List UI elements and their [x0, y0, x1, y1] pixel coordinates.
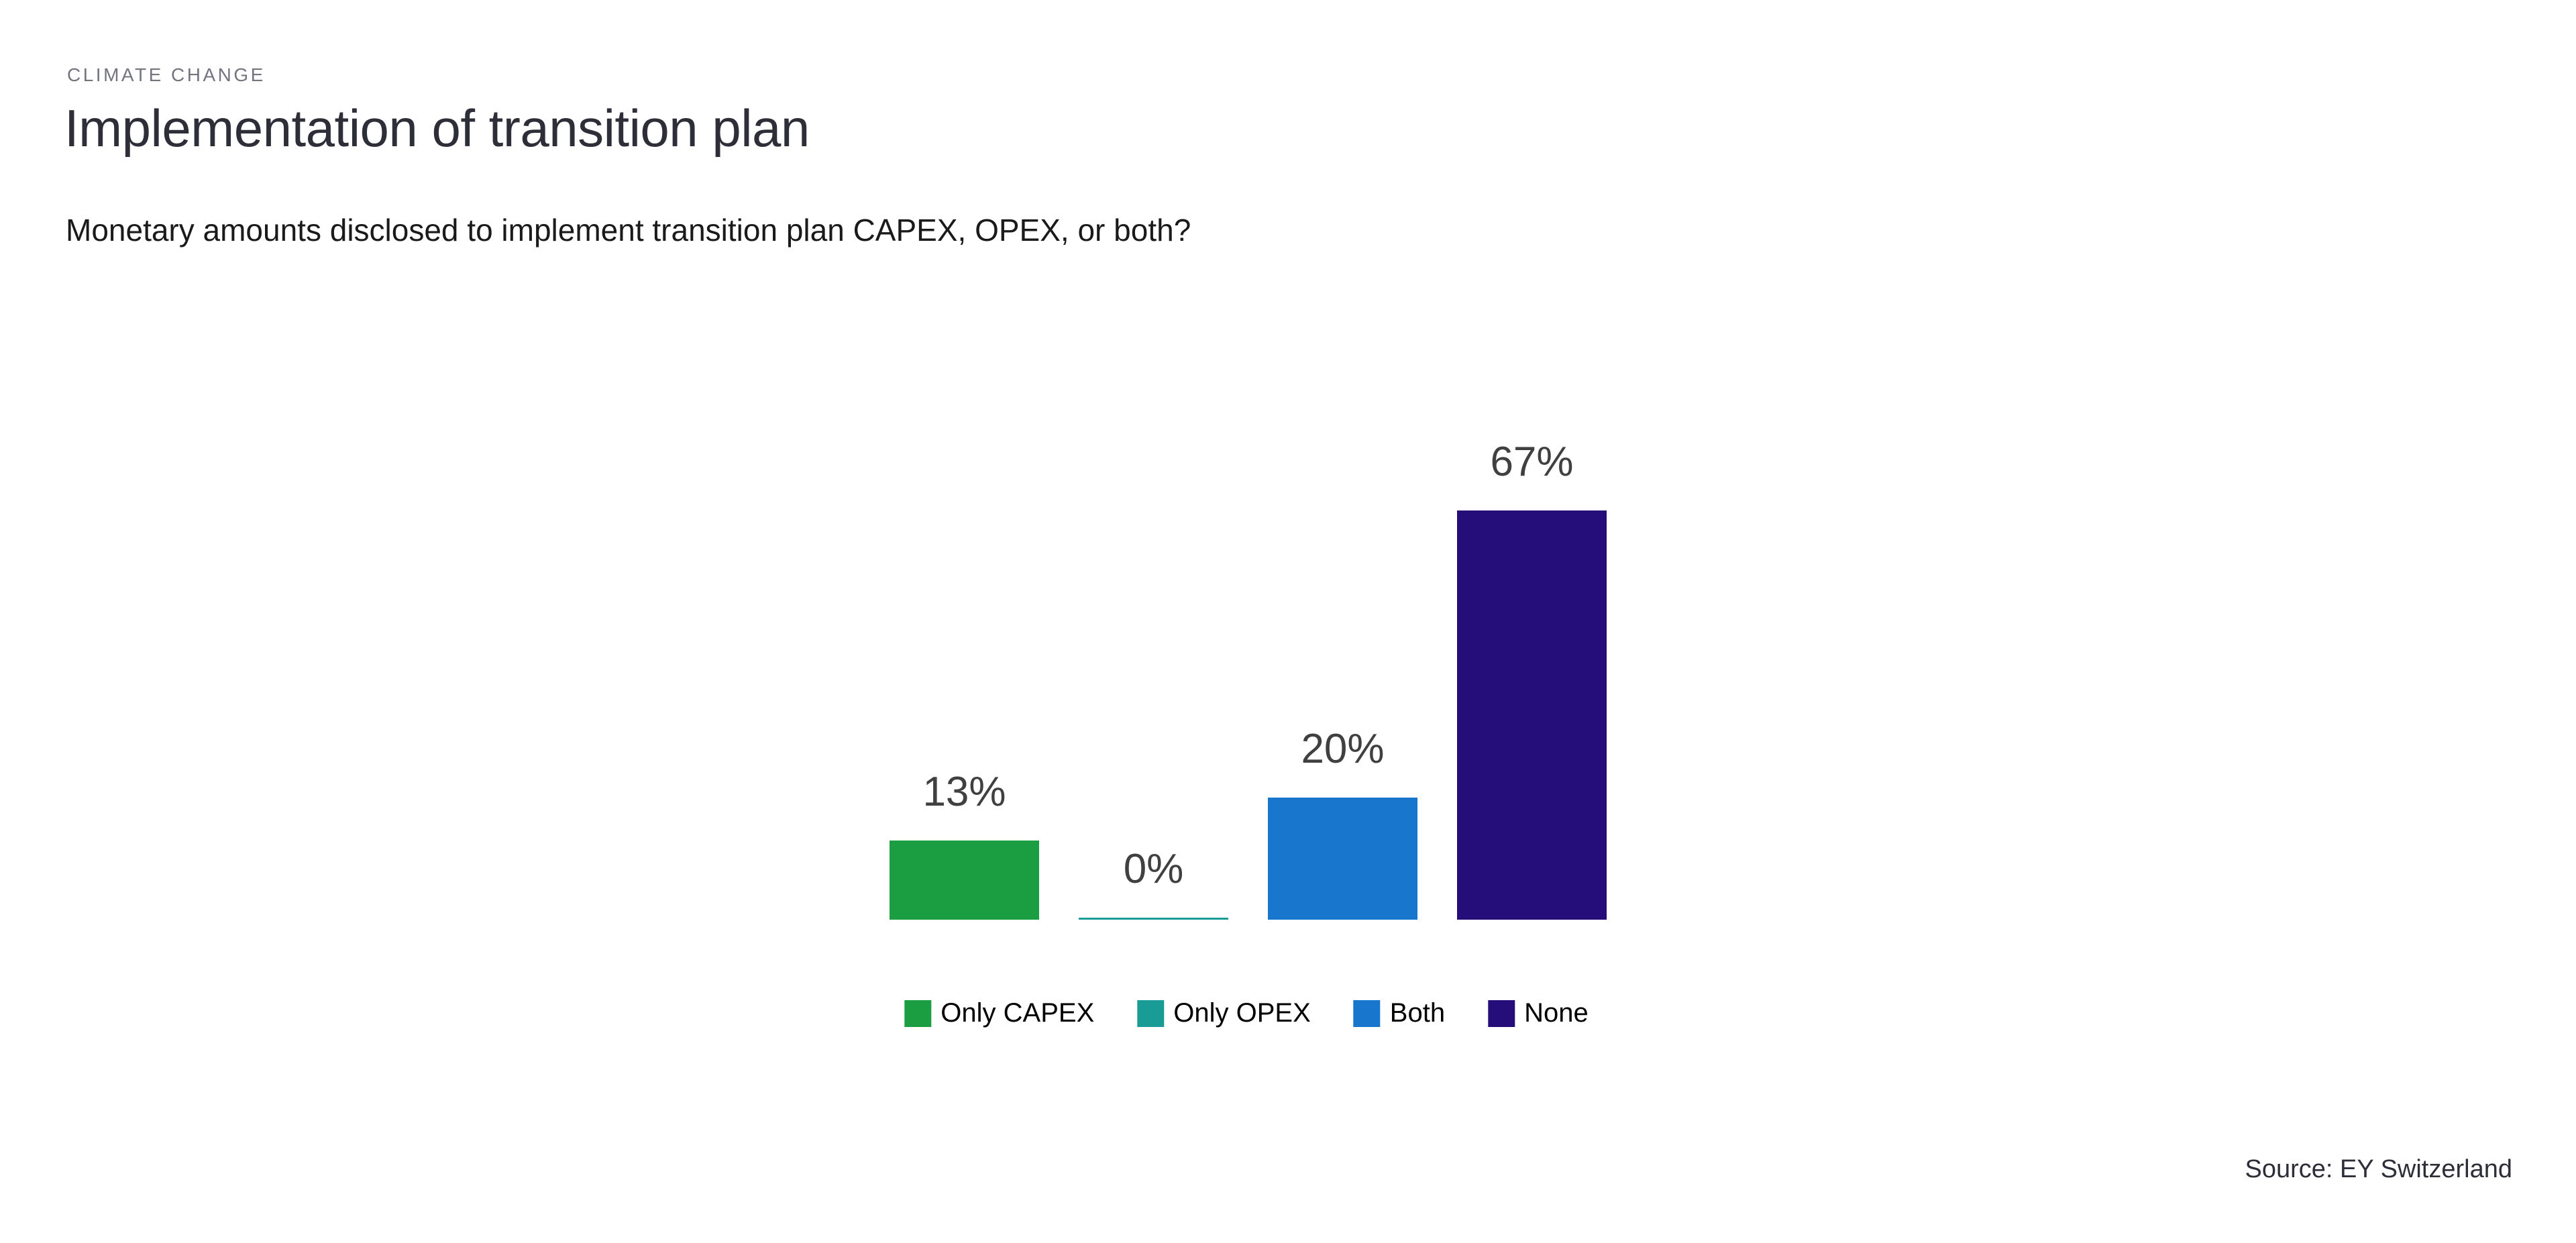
legend-item-none: None	[1488, 998, 1589, 1028]
bar-column-only-opex: 0%	[1079, 845, 1228, 920]
bar-value-label-both: 20%	[1301, 725, 1385, 772]
legend-label-only-opex: Only OPEX	[1173, 998, 1311, 1028]
page-title: Implementation of transition plan	[64, 99, 810, 158]
legend-swatch-only-capex-icon	[904, 999, 932, 1027]
bar-column-both: 20%	[1268, 726, 1417, 920]
bar-value-label-only-capex: 13%	[922, 768, 1006, 815]
chart-question: Monetary amounts disclosed to implement …	[66, 213, 1191, 248]
bar-column-none: 67%	[1457, 439, 1607, 920]
bar-only-capex	[890, 841, 1039, 920]
legend-item-only-opex: Only OPEX	[1137, 998, 1311, 1028]
legend-swatch-none-icon	[1488, 999, 1515, 1027]
category-eyebrow: CLIMATE CHANGE	[67, 64, 266, 85]
bar-chart-plot-area: 13% 0% 20% 67%	[890, 416, 1607, 920]
chart-legend: Only CAPEX Only OPEX Both None	[904, 998, 1589, 1028]
bar-value-label-only-opex: 0%	[1123, 845, 1184, 892]
bar-none	[1457, 510, 1607, 920]
legend-item-only-capex: Only CAPEX	[904, 998, 1094, 1028]
bar-column-only-capex: 13%	[890, 769, 1039, 920]
legend-swatch-only-opex-icon	[1137, 999, 1165, 1027]
bar-value-label-none: 67%	[1490, 438, 1574, 485]
legend-label-none: None	[1524, 998, 1589, 1028]
legend-label-only-capex: Only CAPEX	[941, 998, 1095, 1028]
source-note: Source: EY Switzerland	[2245, 1155, 2513, 1183]
bar-only-opex	[1079, 918, 1228, 920]
bar-both	[1268, 798, 1417, 920]
legend-swatch-both-icon	[1353, 999, 1381, 1027]
legend-item-both: Both	[1353, 998, 1446, 1028]
legend-label-both: Both	[1389, 998, 1446, 1028]
